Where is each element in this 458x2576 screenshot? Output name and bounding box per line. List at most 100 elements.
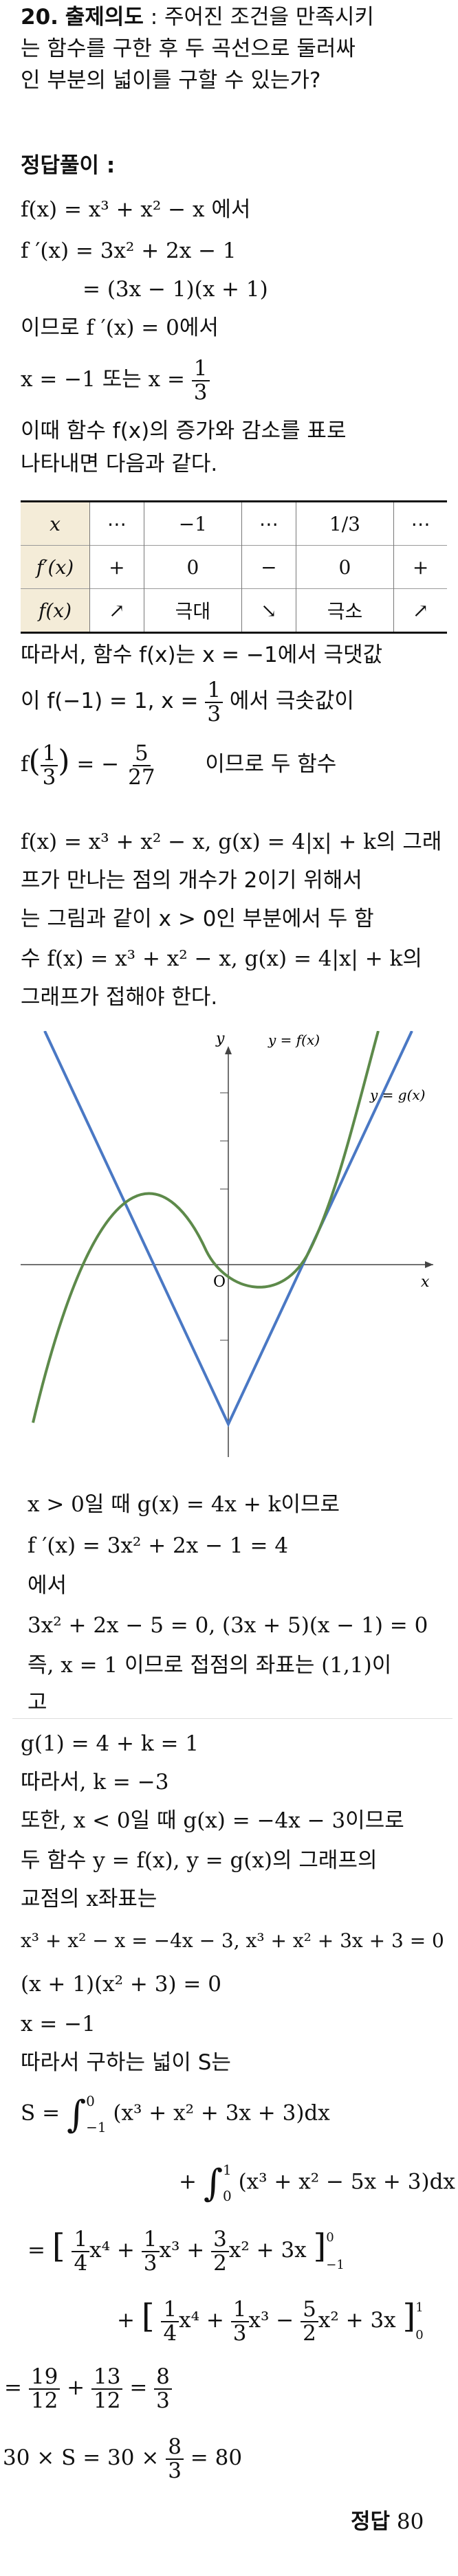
solution-line-graph-intro-3: 는 그림과 같이 x > 0인 부분에서 두 함 bbox=[21, 907, 374, 931]
f-symbol: f bbox=[21, 752, 29, 777]
solution-line-g-negative: 또한, x < 0일 때 g(x) = −4x − 3이므로 bbox=[21, 1808, 404, 1833]
term: x³ − bbox=[248, 2308, 294, 2333]
solution-line-graph-intro-5: 그래프가 접해야 한다. bbox=[21, 985, 218, 1010]
frac-num: 5 bbox=[132, 742, 151, 766]
solution-line-f: f(x) = x³ + x² − x 에서 bbox=[21, 197, 251, 222]
final-text: 30 × S = 30 × bbox=[3, 2445, 160, 2471]
frac-num: 1 bbox=[161, 2298, 179, 2322]
table-cell: − bbox=[241, 545, 296, 589]
intent-label: 출제의도 bbox=[65, 5, 144, 30]
lower-limit: −1 bbox=[86, 2119, 107, 2135]
frac-den: 2 bbox=[303, 2320, 316, 2346]
frac-den: 12 bbox=[94, 2388, 121, 2413]
frac-den: 3 bbox=[42, 764, 56, 790]
sign-table: x ⋯ −1 ⋯ 1/3 ⋯ f′(x) + 0 − 0 + f(x) ↗ 극대… bbox=[21, 500, 447, 634]
solution-line-derivative-eq: f ′(x) = 3x² + 2x − 1 = 4 bbox=[28, 1533, 289, 1558]
problem-intent-line-3: 인 부분의 넓이를 구할 수 있는가? bbox=[21, 68, 321, 93]
solution-line-from: 에서 bbox=[28, 1573, 67, 1598]
fraction-13-12: 13 12 bbox=[91, 2366, 123, 2413]
lower-limit: 0 bbox=[415, 2327, 424, 2342]
solution-heading: 정답풀이 : bbox=[21, 153, 116, 178]
fraction-19-12: 19 12 bbox=[28, 2366, 61, 2413]
frac-num: 5 bbox=[301, 2298, 318, 2322]
x-axis-arrow bbox=[425, 1261, 433, 1268]
frac-num: 8 bbox=[154, 2366, 172, 2390]
lower-limit: 0 bbox=[222, 2188, 232, 2204]
term: x² + 3x bbox=[318, 2308, 396, 2333]
equals-minus: = − bbox=[76, 752, 120, 777]
fraction-five-27: 5 27 bbox=[126, 742, 157, 788]
solution-line-table-intro-2: 나타내면 다음과 같다. bbox=[21, 452, 218, 476]
min-intro-text: 이 f(−1) = 1, x = bbox=[21, 689, 199, 714]
solution-line-intersection-1: 두 함수 y = f(x), y = g(x)의 그래프의 bbox=[21, 1848, 378, 1873]
solution-line-table-intro-1: 이때 함수 f(x)의 증가와 감소를 표로 bbox=[21, 419, 347, 443]
term: x³ + bbox=[159, 2238, 205, 2263]
answer-label: 정답 bbox=[351, 2509, 391, 2534]
min-intro-text-b: 에서 극솟값이 bbox=[229, 689, 354, 714]
frac-num: 13 bbox=[91, 2366, 123, 2390]
term: x⁴ + bbox=[89, 2238, 135, 2263]
integral-line-1: S = ∫ 0 −1 (x³ + x² + 3x + 3)dx bbox=[21, 2088, 330, 2140]
integral-limits: 0 −1 bbox=[86, 2088, 106, 2140]
upper-limit: 1 bbox=[222, 2162, 232, 2178]
solution-line-g-positive: x > 0일 때 g(x) = 4x + k이므로 bbox=[28, 1492, 340, 1517]
antiderivative-line-1: = [ 1 4 x⁴ + 1 3 x³ + 3 2 x² + 3x ] 0 −1 bbox=[28, 2224, 345, 2278]
solution-line-fprime: f ′(x) = 3x² + 2x − 1 bbox=[21, 238, 237, 263]
antiderivative-line-2: + [ 1 4 x⁴ + 1 3 x³ − 5 2 x² + 3x ] 1 0 bbox=[117, 2294, 424, 2349]
table-cell: 0 bbox=[295, 545, 394, 589]
fraction-one-third: 1 3 bbox=[191, 357, 210, 403]
lower-limit: −1 bbox=[326, 2257, 345, 2272]
y-axis-arrow bbox=[225, 1046, 232, 1054]
solution-line-graph-intro-1: f(x) = x³ + x² − x, g(x) = 4|x| + k의 그래 bbox=[21, 830, 442, 854]
solution-line-g1: g(1) = 4 + k = 1 bbox=[21, 1731, 199, 1756]
frac-den: 4 bbox=[163, 2320, 177, 2346]
frac-den: 3 bbox=[143, 2250, 157, 2276]
x-axis-label: x bbox=[421, 1274, 430, 1291]
table-cell: 극대 bbox=[143, 588, 242, 633]
problem-intent-line-2: 는 함수를 구한 후 두 곡선으로 둘러싸 bbox=[21, 36, 356, 61]
frac-den: 12 bbox=[30, 2388, 58, 2413]
table-cell: 0 bbox=[143, 545, 242, 589]
frac-den: 4 bbox=[74, 2250, 88, 2276]
function-graph: y x O y = f(x) y = g(x) bbox=[21, 1031, 433, 1457]
solution-line-min-value: f( 1 3 ) = − 5 27 이므로 두 함수 bbox=[21, 741, 337, 790]
frac-num: 8 bbox=[166, 2436, 184, 2460]
separator bbox=[12, 1718, 452, 1719]
table-cell: ⋯ bbox=[393, 501, 447, 546]
solution-line-intersection-2: 교점의 x좌표는 bbox=[21, 1887, 157, 1911]
table-row: x ⋯ −1 ⋯ 1/3 ⋯ bbox=[21, 501, 447, 546]
min-value-text: 이므로 두 함수 bbox=[205, 752, 337, 777]
solution-line-quadratic: 3x² + 2x − 5 = 0, (3x + 5)(x − 1) = 0 bbox=[28, 1613, 428, 1638]
solution-line-cubic: x³ + x² − x = −4x − 3, x³ + x² + 3x + 3 … bbox=[21, 1929, 444, 1952]
area-symbol: S = bbox=[21, 2100, 61, 2126]
answer-value: 80 bbox=[396, 2509, 424, 2534]
integral-sign: ∫ bbox=[66, 2092, 87, 2136]
table-cell: 1/3 bbox=[295, 501, 394, 546]
table-cell: x bbox=[21, 501, 90, 546]
intent-text: : 주어진 조건을 만족시키 bbox=[150, 5, 374, 30]
frac-den: 3 bbox=[207, 701, 221, 726]
frac-num: 1 bbox=[141, 2228, 160, 2252]
fraction-one-third: 1 3 bbox=[205, 679, 223, 725]
solution-line-root: x = −1 bbox=[21, 2012, 96, 2036]
table-cell: ↗ bbox=[393, 588, 447, 633]
frac-num: 1 bbox=[191, 357, 210, 381]
solution-line-factored: = (3x − 1)(x + 1) bbox=[83, 277, 268, 302]
answer-line: 정답 80 bbox=[351, 2509, 424, 2535]
table-cell: ↘ bbox=[241, 588, 296, 633]
table-cell: −1 bbox=[143, 501, 242, 546]
table-cell: ↗ bbox=[89, 588, 144, 633]
frac-num: 1 bbox=[230, 2298, 249, 2322]
solution-line-roots: x = −1 또는 x = 1 3 bbox=[21, 357, 210, 403]
frac-den: 27 bbox=[128, 764, 155, 790]
solution-line-graph-intro-2: 프가 만나는 점의 개수가 2이기 위해서 bbox=[21, 868, 362, 893]
table-cell: ⋯ bbox=[241, 501, 296, 546]
